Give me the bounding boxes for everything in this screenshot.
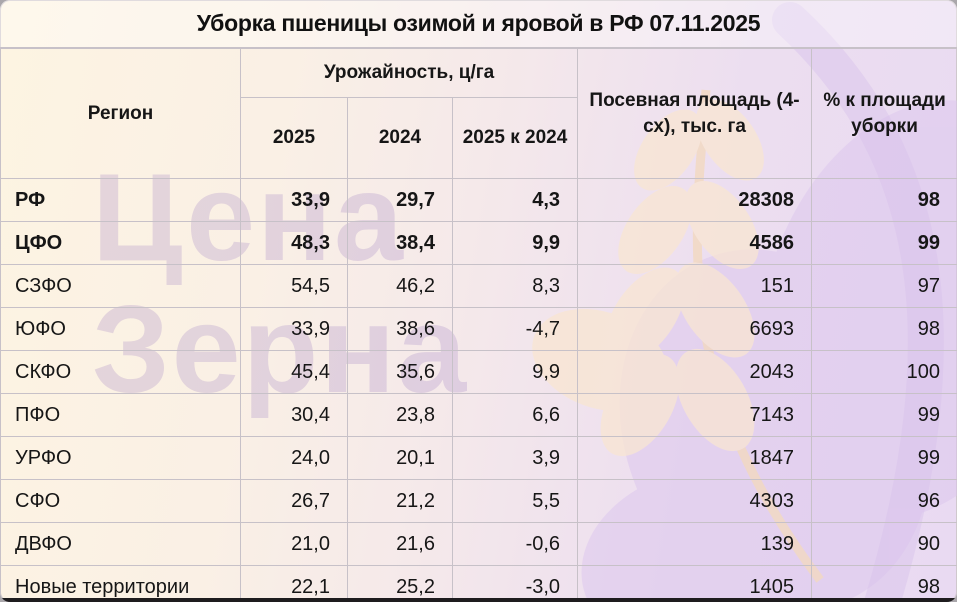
cell-area: 4303 (577, 479, 813, 523)
cell-pct: 98 (811, 565, 957, 602)
cell-y2025: 21,0 (240, 522, 348, 566)
cell-pct: 99 (811, 393, 957, 437)
cell-diff: -3,0 (451, 565, 579, 602)
column-header-yield-group: Урожайность, ц/га (239, 48, 579, 98)
cell-y2025: 26,7 (240, 479, 348, 523)
column-header-diff: 2025 к 2024 (451, 97, 579, 179)
cell-region: СКФО (0, 350, 241, 394)
table-row: ЮФО 33,9 38,6 -4,7 6693 98 (0, 307, 957, 351)
table-row: РФ 33,9 29,7 4,3 28308 98 (0, 178, 957, 222)
cell-diff: 8,3 (451, 264, 579, 308)
cell-y2025: 45,4 (240, 350, 348, 394)
cell-region: ЦФО (0, 221, 241, 265)
table-row: УРФО 24,0 20,1 3,9 1847 99 (0, 436, 957, 480)
cell-region: ЮФО (0, 307, 241, 351)
column-header-region: Регион (0, 48, 241, 179)
cell-area: 7143 (577, 393, 813, 437)
table-row: Новые территории 22,1 25,2 -3,0 1405 98 (0, 565, 957, 602)
column-header-2025: 2025 (240, 97, 348, 179)
cell-y2025: 30,4 (240, 393, 348, 437)
cell-area: 1405 (577, 565, 813, 602)
cell-area: 4586 (577, 221, 813, 265)
cell-area: 1847 (577, 436, 813, 480)
column-header-pct: % к площади уборки (811, 48, 957, 179)
cell-area: 6693 (577, 307, 813, 351)
cell-y2025: 33,9 (240, 178, 348, 222)
column-header-area: Посевная площадь (4-сх), тыс. га (577, 48, 813, 179)
cell-y2024: 21,6 (347, 522, 453, 566)
cell-diff: 4,3 (451, 178, 579, 222)
cell-y2025: 54,5 (240, 264, 348, 308)
cell-area: 139 (577, 522, 813, 566)
cell-y2024: 25,2 (347, 565, 453, 602)
table-body: РФ 33,9 29,7 4,3 28308 98 ЦФО 48,3 38,4 9,9 4586 99… (0, 178, 957, 602)
cell-area: 151 (577, 264, 813, 308)
cell-pct: 100 (811, 350, 957, 394)
cell-area: 2043 (577, 350, 813, 394)
cell-region: ДВФО (0, 522, 241, 566)
cell-diff: 5,5 (451, 479, 579, 523)
table-row: СЗФО 54,5 46,2 8,3 151 97 (0, 264, 957, 308)
column-header-2024: 2024 (347, 97, 453, 179)
cell-region: ПФО (0, 393, 241, 437)
cell-diff: -0,6 (451, 522, 579, 566)
table-row: СКФО 45,4 35,6 9,9 2043 100 (0, 350, 957, 394)
table-row: СФО 26,7 21,2 5,5 4303 96 (0, 479, 957, 523)
bottom-border-strip (0, 598, 957, 602)
cell-y2024: 29,7 (347, 178, 453, 222)
cell-y2025: 22,1 (240, 565, 348, 602)
cell-pct: 98 (811, 178, 957, 222)
cell-y2024: 23,8 (347, 393, 453, 437)
cell-pct: 98 (811, 307, 957, 351)
cell-region: Новые территории (0, 565, 241, 602)
table-row: ДВФО 21,0 21,6 -0,6 139 90 (0, 522, 957, 566)
cell-pct: 96 (811, 479, 957, 523)
cell-y2024: 20,1 (347, 436, 453, 480)
cell-y2025: 24,0 (240, 436, 348, 480)
cell-region: РФ (0, 178, 241, 222)
cell-pct: 90 (811, 522, 957, 566)
cell-diff: 9,9 (451, 221, 579, 265)
cell-region: УРФО (0, 436, 241, 480)
cell-y2024: 38,6 (347, 307, 453, 351)
cell-pct: 99 (811, 436, 957, 480)
cell-y2024: 21,2 (347, 479, 453, 523)
cell-diff: 3,9 (451, 436, 579, 480)
cell-diff: -4,7 (451, 307, 579, 351)
cell-y2024: 46,2 (347, 264, 453, 308)
cell-pct: 99 (811, 221, 957, 265)
cell-diff: 6,6 (451, 393, 579, 437)
cell-y2024: 38,4 (347, 221, 453, 265)
harvest-table: Регион Урожайность, ц/га Посевная площад… (0, 48, 957, 602)
table-row: ЦФО 48,3 38,4 9,9 4586 99 (0, 221, 957, 265)
cell-region: СЗФО (0, 264, 241, 308)
cell-y2025: 48,3 (240, 221, 348, 265)
cell-y2025: 33,9 (240, 307, 348, 351)
cell-y2024: 35,6 (347, 350, 453, 394)
cell-region: СФО (0, 479, 241, 523)
cell-diff: 9,9 (451, 350, 579, 394)
page-title: Уборка пшеницы озимой и яровой в РФ 07.1… (0, 0, 957, 48)
cell-area: 28308 (577, 178, 813, 222)
table-row: ПФО 30,4 23,8 6,6 7143 99 (0, 393, 957, 437)
cell-pct: 97 (811, 264, 957, 308)
